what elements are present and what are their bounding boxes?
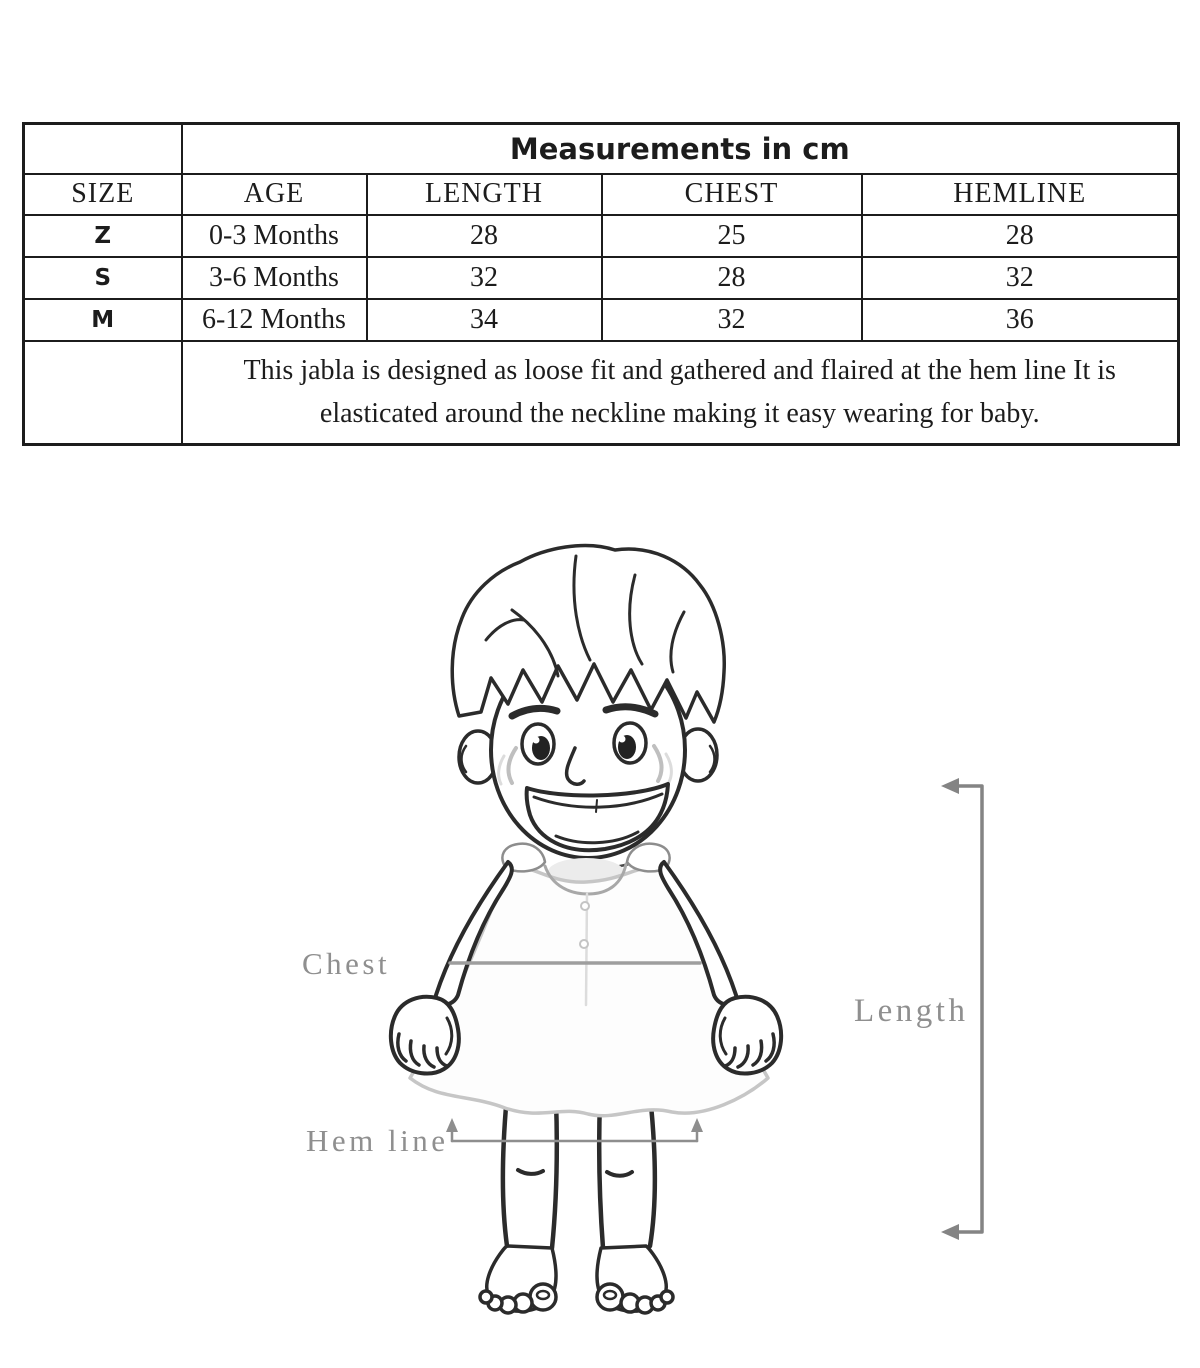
- baby-feet: [478, 1244, 675, 1315]
- chest-label: Chest: [302, 946, 390, 981]
- empty-corner-cell: [22, 122, 183, 175]
- table-title-row: Measurements in cm: [22, 122, 1180, 175]
- length-left-arrow: [941, 1224, 959, 1240]
- baby-left-hand: [388, 994, 461, 1076]
- age-value: 0-3 Months: [180, 213, 368, 258]
- hemline-value: 36: [860, 297, 1180, 342]
- age-value: 6-12 Months: [180, 297, 368, 342]
- col-header-length: LENGTH: [365, 172, 603, 216]
- baby-mouth: [524, 782, 670, 870]
- chest-value: 25: [600, 213, 863, 258]
- size-value: Z: [22, 213, 183, 258]
- measurements-table: Measurements in cm SIZE AGE LENGTH CHEST…: [22, 122, 1181, 446]
- empty-size-cell: [22, 339, 183, 446]
- baby-legs: [500, 1092, 658, 1251]
- length-value: 28: [365, 213, 603, 258]
- col-header-size: SIZE: [22, 172, 183, 216]
- col-header-chest: CHEST: [600, 172, 863, 216]
- measurement-annotations: Chest Hem line Length: [302, 778, 984, 1240]
- baby-eyebrows: [508, 703, 659, 720]
- table-row: M 6-12 Months 34 32 36: [22, 297, 1180, 342]
- size-value: M: [22, 297, 183, 342]
- length-value: 34: [365, 297, 603, 342]
- length-left-arrow: [941, 778, 959, 794]
- hemline-label: Hem line: [306, 1123, 449, 1158]
- baby-ears: [457, 727, 719, 785]
- col-header-hemline: HEMLINE: [860, 172, 1180, 216]
- baby-face: [460, 640, 716, 860]
- baby-eyes: [520, 721, 648, 766]
- hemline-up-arrow: [446, 1118, 458, 1132]
- baby-cheeks: [497, 744, 673, 786]
- hemline-value: 32: [860, 255, 1180, 300]
- length-bracket: [941, 778, 984, 1240]
- length-value: 32: [365, 255, 603, 300]
- hemline-up-arrow: [691, 1118, 703, 1132]
- fit-description: This jabla is designed as loose fit and …: [180, 339, 1180, 446]
- age-value: 3-6 Months: [180, 255, 368, 300]
- chest-value: 32: [600, 297, 863, 342]
- baby-nose: [564, 746, 586, 786]
- table-row: Z 0-3 Months 28 25 28: [22, 213, 1180, 258]
- jabla-dress: [408, 842, 770, 1118]
- baby-hair: [450, 543, 726, 724]
- chest-value: 28: [600, 255, 863, 300]
- hemline-value: 28: [860, 213, 1180, 258]
- baby-right-hand: [711, 994, 784, 1076]
- table-note-row: This jabla is designed as loose fit and …: [22, 339, 1180, 446]
- table-row: S 3-6 Months 32 28 32: [22, 255, 1180, 300]
- baby-arms: [388, 860, 784, 1076]
- col-header-age: AGE: [180, 172, 368, 216]
- table-header-row: SIZE AGE LENGTH CHEST HEMLINE: [22, 172, 1180, 216]
- table-title: Measurements in cm: [180, 122, 1180, 175]
- length-label: Length: [854, 993, 968, 1029]
- hemline-line: [446, 1118, 703, 1143]
- size-value: S: [22, 255, 183, 300]
